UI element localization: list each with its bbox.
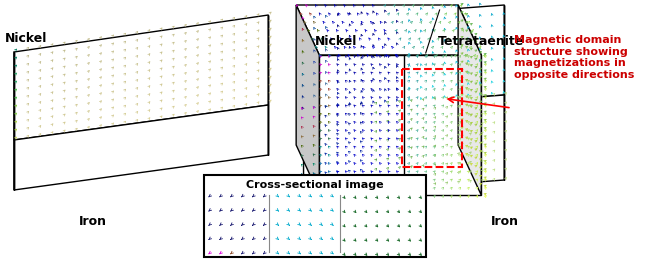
- Polygon shape: [14, 15, 268, 140]
- Text: Cross-sectional image: Cross-sectional image: [246, 180, 384, 190]
- Polygon shape: [296, 5, 319, 195]
- Text: Tetrataenite: Tetrataenite: [438, 35, 524, 48]
- Polygon shape: [303, 95, 504, 195]
- Bar: [203, 175, 426, 257]
- Polygon shape: [303, 5, 504, 110]
- Bar: [402, 69, 461, 167]
- Text: Iron: Iron: [78, 215, 106, 228]
- Text: Iron: Iron: [491, 215, 518, 228]
- Text: Nickel: Nickel: [315, 35, 357, 48]
- Polygon shape: [458, 5, 481, 195]
- Polygon shape: [296, 5, 481, 55]
- Polygon shape: [319, 55, 481, 195]
- Text: Magnetic domain
structure showing
magnetizations in
opposite directions: Magnetic domain structure showing magnet…: [514, 35, 634, 80]
- Text: Nickel: Nickel: [5, 32, 47, 45]
- Polygon shape: [14, 105, 268, 190]
